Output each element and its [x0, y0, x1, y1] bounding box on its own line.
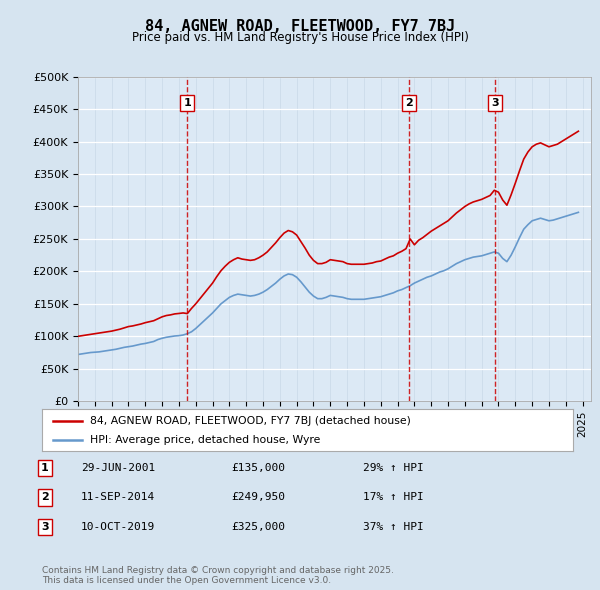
Text: £325,000: £325,000	[231, 522, 285, 532]
Text: 1: 1	[184, 98, 191, 107]
Text: 17% ↑ HPI: 17% ↑ HPI	[363, 493, 424, 502]
Text: 10-OCT-2019: 10-OCT-2019	[81, 522, 155, 532]
Text: 2: 2	[406, 98, 413, 107]
Text: 1: 1	[41, 463, 49, 473]
Text: £249,950: £249,950	[231, 493, 285, 502]
Text: Contains HM Land Registry data © Crown copyright and database right 2025.
This d: Contains HM Land Registry data © Crown c…	[42, 566, 394, 585]
Text: 2: 2	[41, 493, 49, 502]
Text: 84, AGNEW ROAD, FLEETWOOD, FY7 7BJ: 84, AGNEW ROAD, FLEETWOOD, FY7 7BJ	[145, 19, 455, 34]
Text: 29-JUN-2001: 29-JUN-2001	[81, 463, 155, 473]
Text: Price paid vs. HM Land Registry's House Price Index (HPI): Price paid vs. HM Land Registry's House …	[131, 31, 469, 44]
Text: £135,000: £135,000	[231, 463, 285, 473]
Text: 3: 3	[41, 522, 49, 532]
Text: 3: 3	[491, 98, 499, 107]
Text: 29% ↑ HPI: 29% ↑ HPI	[363, 463, 424, 473]
Text: HPI: Average price, detached house, Wyre: HPI: Average price, detached house, Wyre	[90, 435, 320, 445]
Text: 11-SEP-2014: 11-SEP-2014	[81, 493, 155, 502]
Text: 84, AGNEW ROAD, FLEETWOOD, FY7 7BJ (detached house): 84, AGNEW ROAD, FLEETWOOD, FY7 7BJ (deta…	[90, 416, 410, 426]
Text: 37% ↑ HPI: 37% ↑ HPI	[363, 522, 424, 532]
